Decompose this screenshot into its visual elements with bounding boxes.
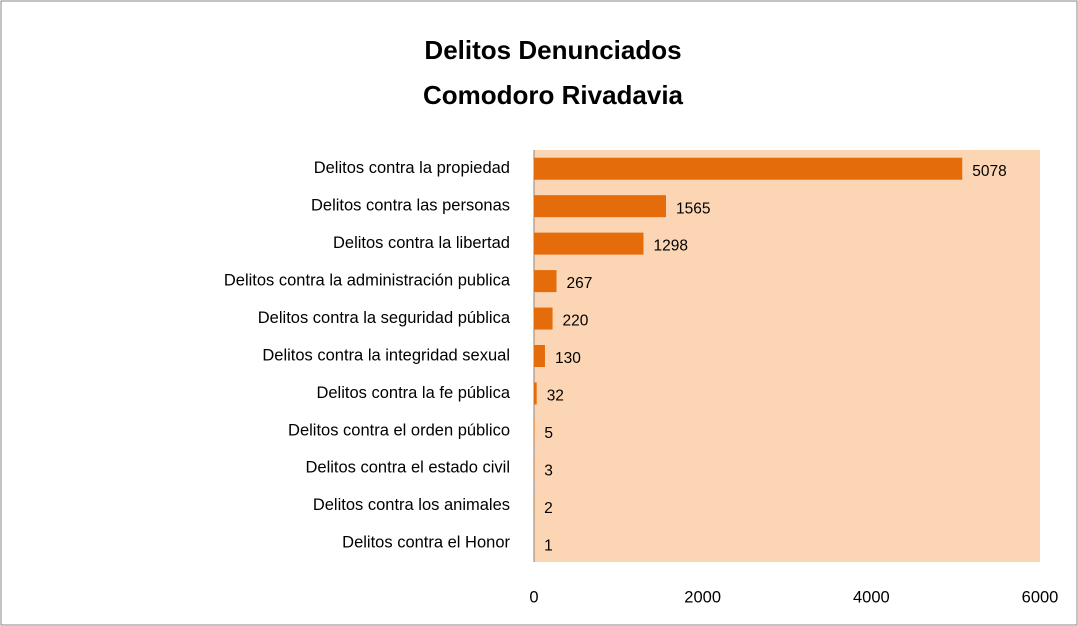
data-label: 130 bbox=[555, 350, 581, 367]
chart-title: Delitos Denunciados bbox=[424, 35, 681, 65]
bar bbox=[534, 157, 963, 180]
x-tick-label: 6000 bbox=[1022, 588, 1059, 606]
y-tick-label: Delitos contra la fe pública bbox=[316, 384, 510, 402]
bar bbox=[534, 307, 553, 330]
y-tick-label: Delitos contra los animales bbox=[313, 496, 510, 514]
data-label: 5078 bbox=[972, 163, 1006, 180]
x-tick-label: 0 bbox=[529, 588, 538, 606]
bar bbox=[534, 195, 666, 218]
data-label: 2 bbox=[544, 500, 553, 517]
y-tick-label: Delitos contra las personas bbox=[311, 197, 510, 215]
data-label: 1 bbox=[544, 537, 553, 554]
bar bbox=[534, 232, 644, 255]
bar bbox=[534, 345, 545, 367]
y-tick-label: Delitos contra la libertad bbox=[333, 234, 510, 252]
data-label: 32 bbox=[547, 388, 564, 405]
bar bbox=[534, 270, 557, 293]
y-tick-label: Delitos contra el orden público bbox=[288, 421, 510, 439]
data-label: 3 bbox=[544, 462, 553, 479]
y-tick-label: Delitos contra el Honor bbox=[342, 534, 510, 552]
chart-title: Comodoro Rivadavia bbox=[423, 80, 684, 110]
plot-area bbox=[534, 150, 1040, 562]
data-label: 1565 bbox=[676, 200, 710, 217]
x-tick-label: 4000 bbox=[853, 588, 890, 606]
y-tick-label: Delitos contra la integridad sexual bbox=[262, 346, 510, 364]
y-tick-label: Delitos contra el estado civil bbox=[305, 459, 510, 477]
x-tick-label: 2000 bbox=[684, 588, 721, 606]
y-tick-label: Delitos contra la administración publica bbox=[224, 271, 511, 289]
data-label: 220 bbox=[563, 313, 589, 330]
data-label: 5 bbox=[544, 425, 553, 442]
data-label: 1298 bbox=[653, 238, 687, 255]
bar bbox=[534, 382, 537, 405]
y-tick-label: Delitos contra la propiedad bbox=[314, 159, 510, 177]
y-tick-label: Delitos contra la seguridad pública bbox=[258, 309, 511, 327]
data-label: 267 bbox=[567, 275, 593, 292]
